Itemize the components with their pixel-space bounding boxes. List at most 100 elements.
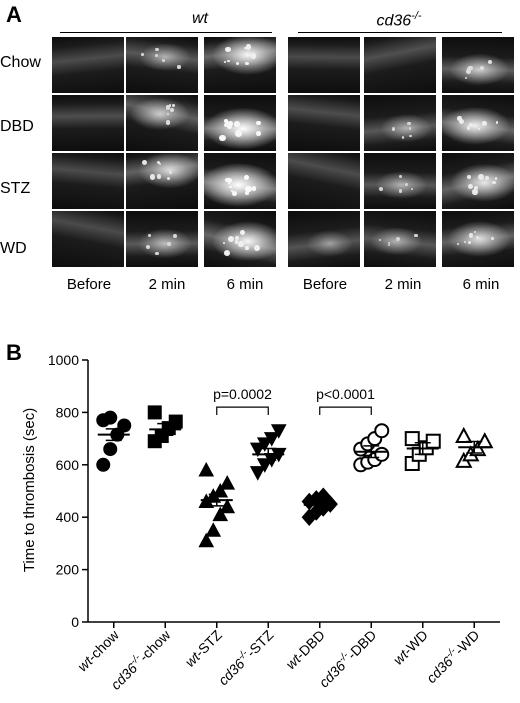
micrograph-wt-dbd-before [52, 95, 124, 151]
micrograph-cd36-stz-before [288, 153, 360, 209]
significance-bracket [319, 406, 372, 416]
platelet-spot [155, 48, 159, 52]
micrograph-cd36-dbd-2min [364, 95, 436, 151]
platelet-spot [166, 241, 171, 246]
platelet-spot [458, 118, 464, 124]
platelet-spot [251, 186, 257, 192]
row-label-wd: WD [0, 240, 27, 257]
platelet-spot [165, 120, 171, 125]
platelet-spot [474, 186, 478, 191]
platelet-spot [492, 180, 496, 185]
platelet-spot [250, 53, 257, 59]
micrograph-wt-dbd-2min [126, 95, 198, 151]
platelet-spot [156, 173, 162, 179]
platelet-spot [234, 120, 241, 128]
x-tick-label: wt-WD [390, 627, 431, 668]
x-tick-label: cd36-/--STZ [214, 626, 276, 688]
platelet-spot [168, 104, 172, 107]
platelet-spot [177, 65, 181, 69]
data-point [103, 410, 118, 425]
platelet-spot [491, 237, 494, 240]
platelet-spot [172, 104, 175, 107]
platelet-spot [227, 123, 233, 129]
y-tick-label: 0 [71, 614, 79, 630]
platelet-spot [142, 159, 148, 165]
micrograph-cd36-dbd-before [288, 95, 360, 151]
significance-bracket [216, 406, 269, 416]
platelet-spot [169, 171, 173, 175]
platelet-spot [477, 127, 480, 131]
platelet-spot [391, 127, 396, 131]
platelet-spot [226, 121, 229, 124]
micrograph-cd36-stz-6min [442, 153, 514, 209]
data-point [374, 423, 390, 439]
platelet-spot [148, 234, 152, 238]
thrombosis-scatter-chart: Time to thrombosis (sec) 0 200 400 600 800 10… [21, 352, 500, 693]
platelet-spot [395, 237, 400, 242]
data-point [270, 424, 287, 439]
group-label-cd36: cd36-/- [376, 10, 422, 30]
platelet-spot [256, 121, 261, 126]
col-label-2min-cd36: 2 min [384, 276, 422, 293]
row-label-dbd: DBD [0, 118, 34, 135]
platelet-spot [166, 112, 170, 116]
platelet-spot [404, 182, 408, 186]
platelet-spot [494, 177, 498, 180]
platelet-spot [162, 59, 165, 62]
platelet-spot [245, 190, 250, 195]
micrograph-cd36-dbd-6min [442, 95, 514, 151]
col-label-2min-wt: 2 min [148, 276, 186, 293]
platelet-spot [256, 131, 261, 136]
platelet-spot [479, 65, 485, 71]
platelet-spot [398, 189, 403, 193]
platelet-spot [243, 174, 249, 180]
platelet-spot [409, 134, 413, 138]
micrograph-wt-stz-2min [126, 153, 198, 209]
micrograph-cd36-wd-before [288, 211, 360, 267]
platelet-spot [170, 108, 174, 112]
platelet-spot [457, 116, 462, 121]
data-point [256, 458, 273, 473]
micrograph-wt-wd-2min [126, 211, 198, 267]
platelet-spot [456, 242, 459, 245]
platelet-spot [156, 160, 161, 165]
col-label-6min-cd36: 6 min [462, 276, 500, 293]
micrograph-wt-chow-before [52, 37, 124, 93]
platelet-spot [155, 252, 159, 256]
platelet-spot [226, 178, 232, 184]
y-tick-label: 1000 [48, 352, 79, 368]
platelet-spot [476, 235, 480, 239]
micrograph-cd36-chow-before [288, 37, 360, 93]
micrograph-wt-chow-6min [204, 37, 276, 93]
y-tick-label: 400 [56, 509, 80, 525]
col-label-6min-wt: 6 min [226, 276, 264, 293]
data-point [198, 532, 215, 548]
platelet-spot [463, 240, 466, 244]
platelet-spot [222, 241, 226, 245]
group-line-cd36 [298, 32, 502, 33]
platelet-spot [465, 77, 468, 80]
platelet-spot [229, 185, 232, 189]
platelet-spot [254, 245, 261, 251]
platelet-spot [159, 162, 162, 165]
platelet-spot [245, 246, 249, 250]
data-point [103, 442, 118, 457]
platelet-spot [234, 240, 238, 244]
platelet-spot [239, 230, 245, 236]
p-value-label: p=0.0002 [213, 386, 272, 402]
platelet-spot [166, 177, 170, 181]
micrograph-wt-stz-before [52, 153, 124, 209]
x-tick-label: wt-DBD [282, 627, 327, 672]
platelet-spot [472, 189, 478, 195]
platelet-spot [223, 60, 227, 64]
y-tick-label: 600 [56, 457, 80, 473]
platelet-spot [227, 235, 234, 242]
platelet-spot [238, 241, 244, 247]
platelet-spot [410, 187, 414, 191]
data-point [249, 466, 266, 481]
y-axis-label: Time to thrombosis (sec) [21, 408, 38, 572]
micrograph-cd36-wd-6min [442, 211, 514, 267]
platelet-spot [223, 249, 230, 256]
micrograph-cd36-wd-2min [364, 211, 436, 267]
platelet-spot [466, 126, 471, 130]
